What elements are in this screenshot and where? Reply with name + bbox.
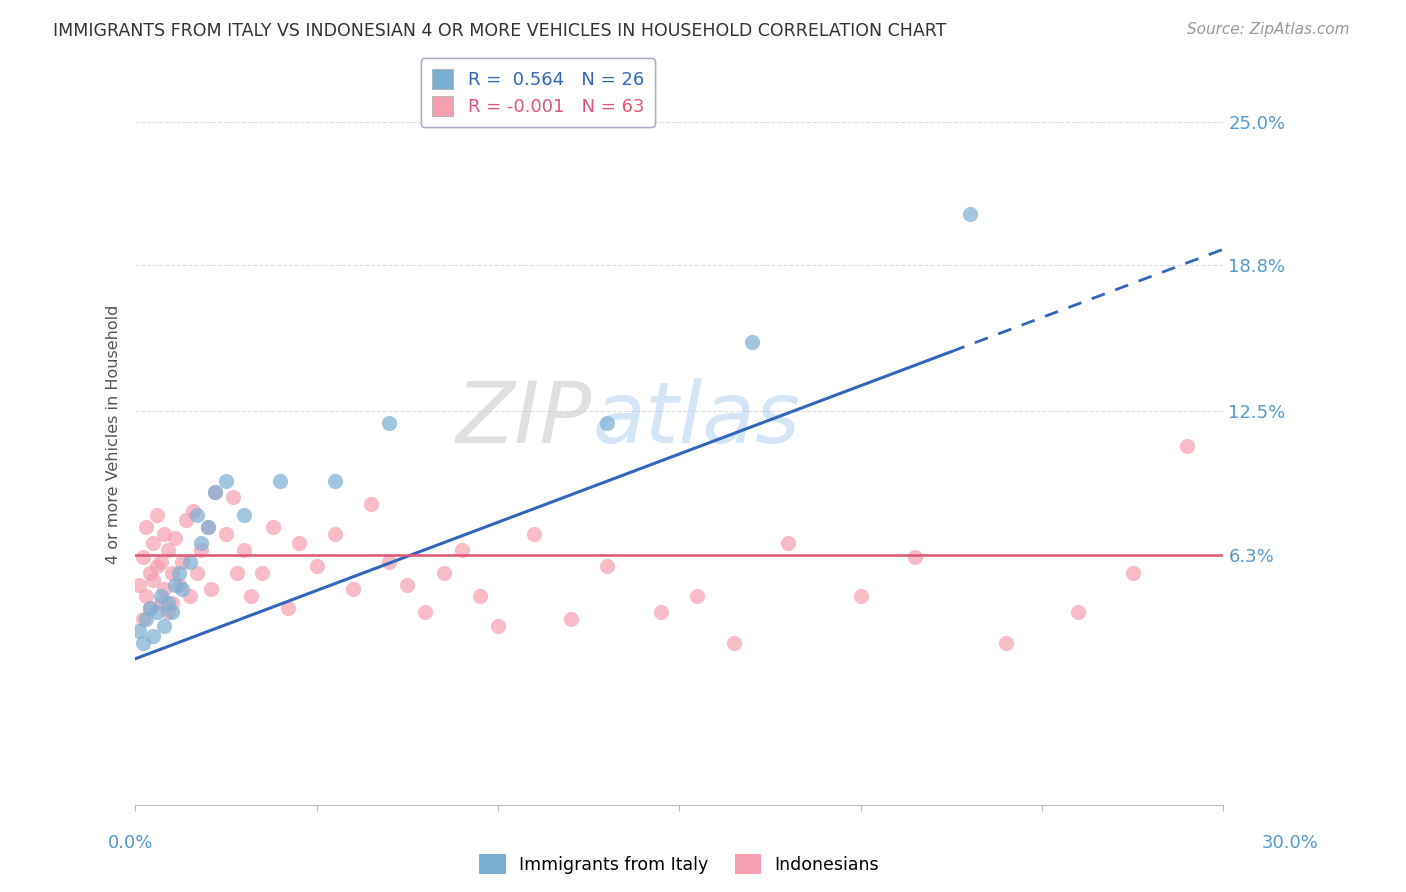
Point <box>323 526 346 541</box>
Legend: R =  0.564   N = 26, R = -0.001   N = 63: R = 0.564 N = 26, R = -0.001 N = 63 <box>420 58 655 127</box>
Point <box>165 578 187 592</box>
Point <box>131 612 153 626</box>
Point <box>741 334 763 349</box>
Point <box>149 596 172 610</box>
Point <box>342 582 364 597</box>
Text: atlas: atlas <box>592 378 800 461</box>
Point <box>142 536 165 550</box>
Point <box>596 416 619 430</box>
Point <box>450 543 472 558</box>
Point <box>287 536 309 550</box>
Text: 30.0%: 30.0% <box>1263 834 1319 852</box>
Point <box>904 549 927 564</box>
Point <box>172 582 194 597</box>
Point <box>396 578 419 592</box>
Point <box>222 490 245 504</box>
Point <box>650 606 672 620</box>
Point <box>432 566 454 581</box>
Point <box>197 520 219 534</box>
Point <box>142 629 165 643</box>
Point <box>179 589 201 603</box>
Point <box>360 497 382 511</box>
Point <box>200 582 222 597</box>
Point <box>305 559 328 574</box>
Point <box>153 582 176 597</box>
Text: Source: ZipAtlas.com: Source: ZipAtlas.com <box>1187 22 1350 37</box>
Point <box>323 474 346 488</box>
Point <box>156 596 179 610</box>
Point <box>128 578 150 592</box>
Point <box>186 566 208 581</box>
Point <box>269 474 291 488</box>
Point <box>378 416 401 430</box>
Point <box>160 566 183 581</box>
Text: ZIP: ZIP <box>456 378 592 461</box>
Point <box>378 555 401 569</box>
Point <box>160 596 183 610</box>
Point <box>233 543 256 558</box>
Point <box>190 536 212 550</box>
Point <box>135 589 157 603</box>
Point <box>153 619 176 633</box>
Point <box>135 520 157 534</box>
Point <box>596 559 619 574</box>
Point <box>128 624 150 638</box>
Point <box>215 474 238 488</box>
Point <box>486 619 509 633</box>
Point <box>1067 606 1090 620</box>
Point <box>190 543 212 558</box>
Point <box>560 612 582 626</box>
Point <box>160 606 183 620</box>
Point <box>262 520 284 534</box>
Y-axis label: 4 or more Vehicles in Household: 4 or more Vehicles in Household <box>107 304 121 564</box>
Point <box>131 635 153 649</box>
Point <box>225 566 247 581</box>
Point <box>1122 566 1144 581</box>
Point <box>240 589 263 603</box>
Point <box>139 566 162 581</box>
Point <box>149 555 172 569</box>
Point <box>723 635 745 649</box>
Point <box>849 589 872 603</box>
Point <box>149 589 172 603</box>
Text: 0.0%: 0.0% <box>108 834 153 852</box>
Point <box>172 555 194 569</box>
Text: IMMIGRANTS FROM ITALY VS INDONESIAN 4 OR MORE VEHICLES IN HOUSEHOLD CORRELATION : IMMIGRANTS FROM ITALY VS INDONESIAN 4 OR… <box>53 22 946 40</box>
Point <box>233 508 256 523</box>
Point <box>252 566 274 581</box>
Point <box>197 520 219 534</box>
Point <box>181 503 204 517</box>
Point <box>204 485 226 500</box>
Point <box>174 513 197 527</box>
Point <box>415 606 437 620</box>
Point <box>156 606 179 620</box>
Point <box>131 549 153 564</box>
Point <box>167 578 190 592</box>
Point <box>179 555 201 569</box>
Point <box>146 508 169 523</box>
Point <box>468 589 491 603</box>
Point <box>139 600 162 615</box>
Point <box>156 543 179 558</box>
Point <box>277 600 299 615</box>
Point <box>523 526 546 541</box>
Point <box>167 566 190 581</box>
Point <box>186 508 208 523</box>
Point <box>139 600 162 615</box>
Point <box>1175 439 1198 453</box>
Point <box>778 536 800 550</box>
Point <box>146 559 169 574</box>
Point <box>142 573 165 587</box>
Point <box>215 526 238 541</box>
Point <box>165 532 187 546</box>
Point <box>135 612 157 626</box>
Point <box>686 589 709 603</box>
Point <box>146 606 169 620</box>
Point <box>959 207 981 221</box>
Point <box>994 635 1017 649</box>
Point <box>153 526 176 541</box>
Point <box>204 485 226 500</box>
